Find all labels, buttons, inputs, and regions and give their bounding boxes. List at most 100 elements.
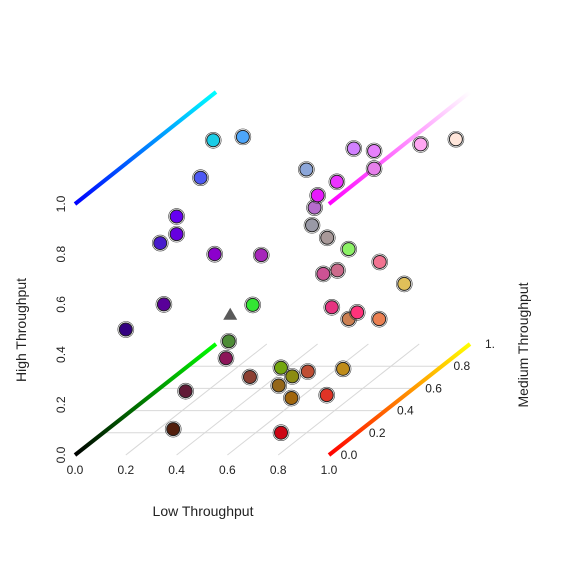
data-point xyxy=(305,218,319,233)
data-point-halo xyxy=(303,216,321,234)
data-point-halo xyxy=(323,298,341,316)
x-tick-label: 0.2 xyxy=(117,463,134,477)
data-point xyxy=(169,209,184,224)
data-point xyxy=(235,129,250,144)
data-point-halo xyxy=(117,321,135,338)
data-point-halo xyxy=(412,136,429,153)
z-tick-label: 1. xyxy=(485,337,495,351)
data-point-halo xyxy=(252,246,270,264)
data-point-halo xyxy=(192,169,209,186)
data-point-halo xyxy=(370,310,388,328)
z-tick-label: 0.4 xyxy=(397,404,414,418)
z-axis-title: Medium Throughput xyxy=(515,282,531,407)
floor-grid-line xyxy=(176,343,318,456)
data-point-halo xyxy=(155,296,173,313)
data-point xyxy=(242,370,257,385)
data-point xyxy=(285,369,300,384)
z-tick-label: 0.8 xyxy=(453,359,470,373)
data-point xyxy=(413,137,428,152)
x-tick-label: 0.0 xyxy=(67,463,84,477)
data-point-halo xyxy=(318,386,336,404)
data-point xyxy=(206,133,221,148)
data-point-halo xyxy=(315,265,332,283)
floor-grid-line xyxy=(125,343,268,456)
data-point xyxy=(166,422,181,437)
data-point-halo xyxy=(206,245,223,263)
z-tick-label: 0.6 xyxy=(425,381,442,395)
data-point-halo xyxy=(168,208,185,225)
data-point xyxy=(330,263,345,278)
data-point-halo xyxy=(299,363,317,380)
data-point xyxy=(329,174,344,189)
data-point-halo xyxy=(395,275,413,293)
edge-top-left xyxy=(73,90,218,206)
data-point-halo xyxy=(164,420,182,438)
data-point xyxy=(372,254,387,269)
y-tick-label: 0.2 xyxy=(54,396,68,413)
data-point xyxy=(284,391,299,406)
edge-bottom-left xyxy=(73,342,218,457)
data-point xyxy=(341,242,356,257)
data-point-halo xyxy=(334,360,352,378)
data-point xyxy=(274,425,289,440)
data-point-halo xyxy=(365,160,383,177)
z-tick-label: 0.2 xyxy=(369,426,386,440)
data-point-halo xyxy=(177,382,194,400)
data-points xyxy=(117,128,465,442)
data-point xyxy=(372,312,387,327)
data-point-halo xyxy=(244,296,261,314)
cube-back-edges xyxy=(73,90,472,457)
data-point-halo xyxy=(204,132,222,149)
data-point-halo xyxy=(340,240,357,258)
data-point-halo xyxy=(328,173,346,191)
data-point-halo xyxy=(283,368,301,385)
x-axis-title: Low Throughput xyxy=(153,503,254,519)
x-tick-label: 0.6 xyxy=(219,463,236,477)
edge-bottom-right xyxy=(327,342,472,457)
data-point xyxy=(193,170,208,185)
edge-top-right xyxy=(327,90,472,206)
data-point-halo xyxy=(365,142,383,160)
data-point xyxy=(336,361,351,376)
y-axis-title: High Throughput xyxy=(13,278,29,382)
data-point-halo xyxy=(241,368,259,386)
data-point xyxy=(118,322,133,337)
data-point xyxy=(310,188,325,203)
data-point-halo xyxy=(283,389,300,407)
data-point-halo xyxy=(272,424,290,442)
data-point xyxy=(153,236,168,251)
data-point xyxy=(300,364,315,379)
data-point xyxy=(207,247,222,262)
data-point-halo xyxy=(371,253,389,271)
floor-grid-line xyxy=(277,343,420,456)
data-point xyxy=(218,351,233,366)
y-tick-label: 0.8 xyxy=(54,246,68,263)
x-tick-label: 1.0 xyxy=(321,463,338,477)
data-point-halo xyxy=(168,225,185,243)
centroid-marker xyxy=(223,307,238,320)
data-point xyxy=(245,297,260,312)
z-tick-label: 0.0 xyxy=(341,448,358,462)
cube-front-edges xyxy=(73,202,331,457)
data-point xyxy=(367,161,382,176)
x-tick-label: 0.4 xyxy=(168,463,185,477)
data-point-halo xyxy=(234,128,252,146)
data-point-halo xyxy=(447,130,465,148)
data-point-halo xyxy=(151,234,169,252)
x-tick-label: 0.8 xyxy=(270,463,287,477)
floor-grid xyxy=(103,343,442,456)
data-point xyxy=(346,141,361,156)
data-point xyxy=(156,297,171,312)
data-point xyxy=(169,227,184,242)
data-point xyxy=(397,276,412,291)
data-point-halo xyxy=(217,349,235,367)
data-point xyxy=(221,334,236,349)
data-point xyxy=(350,305,365,320)
y-tick-label: 0.0 xyxy=(54,446,68,463)
data-point-halo xyxy=(270,377,288,394)
data-point-halo xyxy=(220,332,238,350)
y-tick-label: 1.0 xyxy=(54,195,68,212)
data-point xyxy=(319,388,334,403)
data-point xyxy=(299,162,314,177)
